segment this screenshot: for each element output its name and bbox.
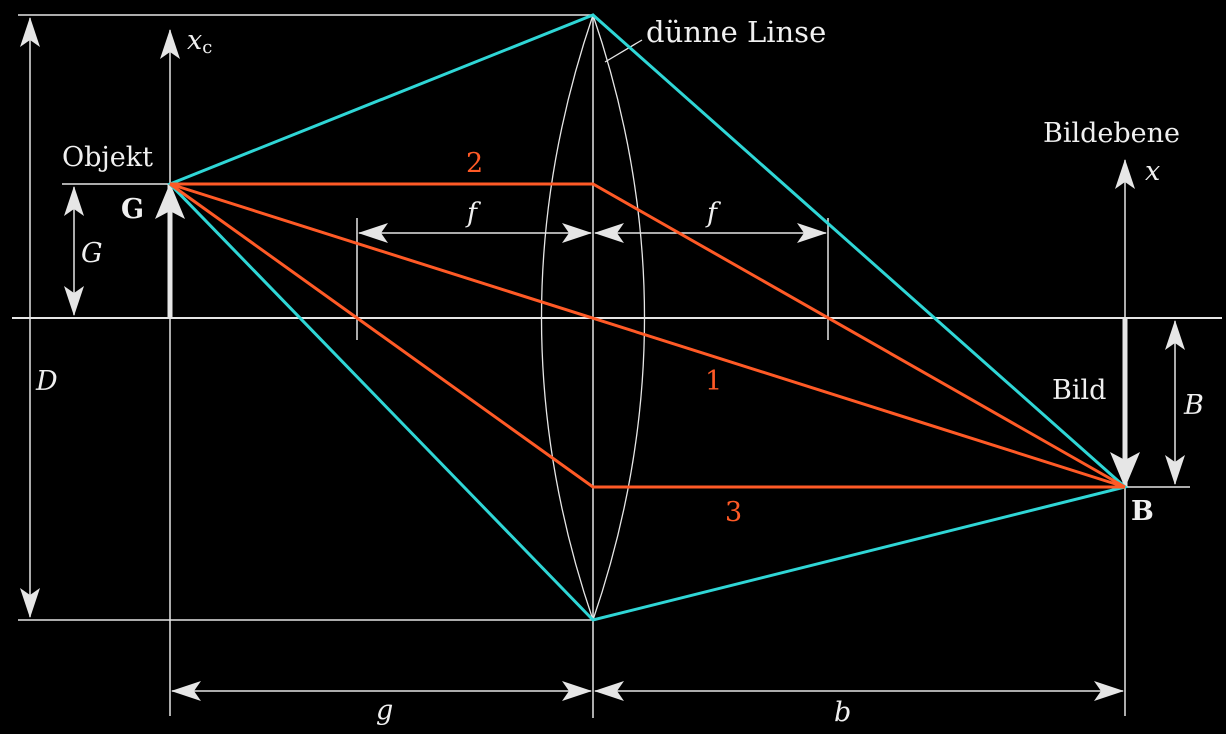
image-axis-label: x [1145, 156, 1160, 187]
ray-2-label: 2 [466, 148, 483, 179]
ray-3-label: 3 [725, 497, 742, 528]
aperture-label: D [35, 366, 58, 397]
lens-label-leader [604, 39, 643, 63]
object-distance-label: g [376, 695, 393, 726]
object-size-label: G [81, 238, 103, 269]
ray-1-label: 1 [705, 366, 722, 397]
image-size-label: B [1183, 390, 1204, 421]
image-label: Bild [1052, 375, 1106, 406]
lens-label: dünne Linse [646, 15, 826, 49]
object-point-label: G [121, 194, 144, 225]
focal-right-label: f [705, 198, 721, 229]
focal-left-label: f [465, 198, 481, 229]
ray-2-parallel [170, 182, 1126, 489]
object-label: Objekt [62, 142, 153, 173]
ray-1-central [169, 182, 1126, 489]
image-distance-label: b [834, 697, 851, 728]
image-point-label: B [1131, 496, 1154, 527]
image-plane-label: Bildebene [1043, 118, 1180, 149]
xc-axis-label: xc [187, 25, 212, 58]
ray-3-focal [169, 182, 1125, 489]
